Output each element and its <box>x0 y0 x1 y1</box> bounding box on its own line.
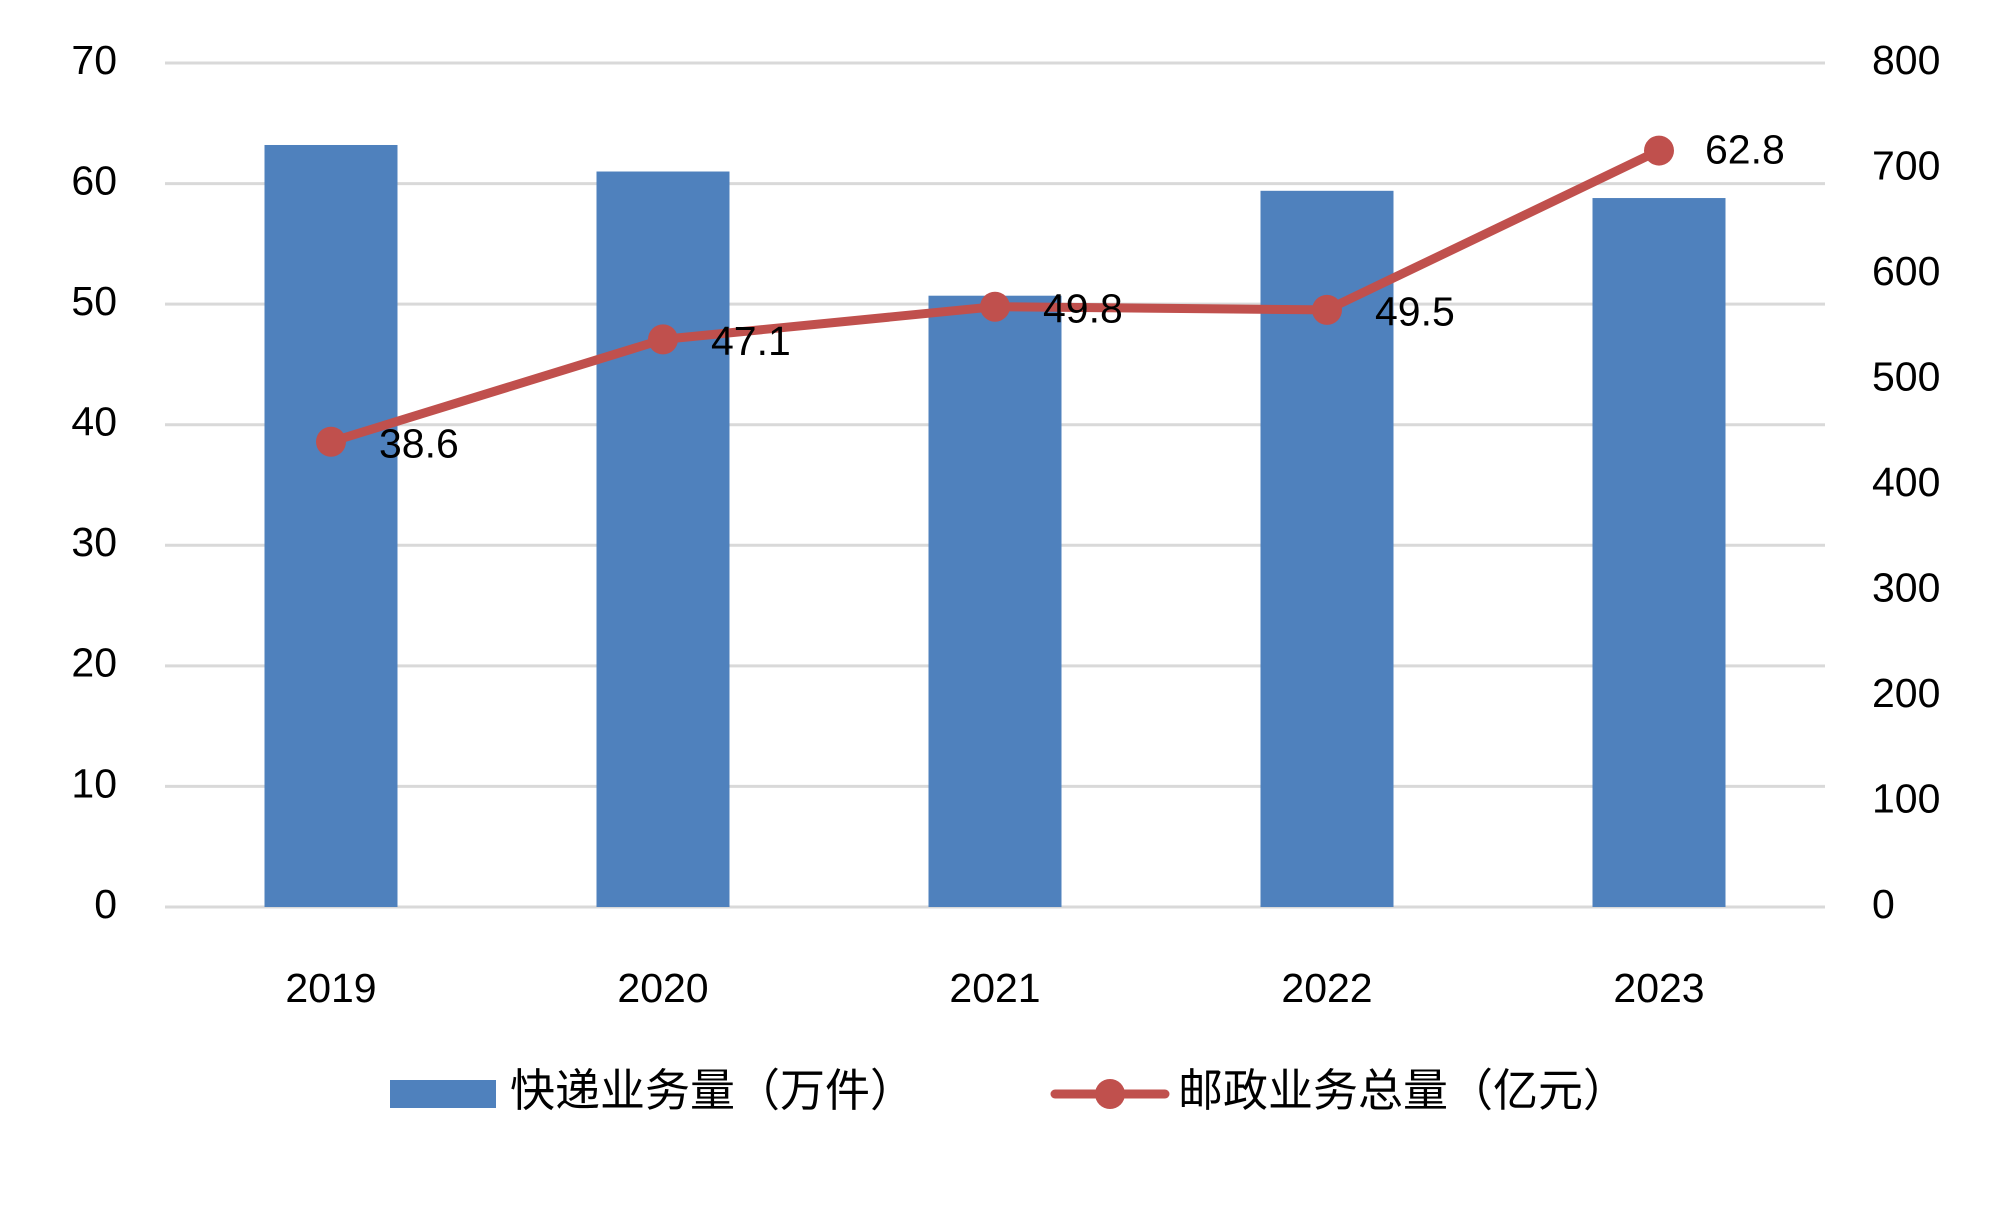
line-data-label: 47.1 <box>711 318 791 364</box>
left-axis-tick-label: 10 <box>71 760 117 806</box>
x-axis-tick-label: 2019 <box>285 965 376 1011</box>
right-axis-tick-label: 300 <box>1872 564 1940 610</box>
line-point-2020 <box>648 324 678 355</box>
x-axis-tick-label: 2021 <box>949 965 1040 1011</box>
right-axis-tick-label: 600 <box>1872 248 1940 294</box>
right-axis-tick-label: 800 <box>1872 37 1940 83</box>
left-axis-tick-label: 60 <box>71 157 117 203</box>
line-data-label: 62.8 <box>1705 126 1785 172</box>
left-axis-tick-label: 70 <box>71 37 117 83</box>
data-labels: 38.6 47.1 49.8 49.5 62.8 <box>379 126 1785 466</box>
left-axis-tick-label: 40 <box>71 399 117 445</box>
legend-swatch-bar <box>390 1080 496 1108</box>
left-axis-tick-label: 30 <box>71 519 117 565</box>
left-axis: 0 10 20 30 40 50 60 70 <box>71 37 117 927</box>
x-axis-tick-label: 2020 <box>617 965 708 1011</box>
bar-2021 <box>928 295 1062 907</box>
right-axis-tick-label: 100 <box>1872 775 1940 821</box>
legend-label-bar: 快递业务量（万件） <box>510 1064 915 1117</box>
left-axis-tick-label: 20 <box>71 640 117 686</box>
x-axis-tick-label: 2023 <box>1613 965 1704 1011</box>
right-axis-tick-label: 0 <box>1872 881 1895 927</box>
right-axis-tick-label: 700 <box>1872 142 1940 188</box>
legend-label-line: 邮政业务总量（亿元） <box>1178 1064 1628 1117</box>
line-point-2021 <box>980 291 1010 322</box>
line-data-label: 49.5 <box>1375 289 1455 335</box>
right-axis-tick-label: 400 <box>1872 459 1940 505</box>
line-point-2019 <box>316 426 346 457</box>
left-axis-tick-label: 0 <box>94 881 117 927</box>
x-axis-tick-label: 2022 <box>1281 965 1372 1011</box>
bar-2019 <box>264 144 398 907</box>
bar-2020 <box>596 171 730 907</box>
bar-series <box>264 144 1726 908</box>
x-axis: 2019 2020 2021 2022 2023 <box>285 965 1704 1011</box>
line-data-label: 38.6 <box>379 421 459 467</box>
line-series <box>316 135 1674 457</box>
right-axis-tick-label: 500 <box>1872 353 1940 399</box>
line-point-2023 <box>1644 135 1674 166</box>
line-point-2022 <box>1312 294 1342 325</box>
left-axis-tick-label: 50 <box>71 278 117 324</box>
legend-swatch-marker <box>1095 1079 1125 1109</box>
right-axis: 0 100 200 300 400 500 600 700 800 <box>1872 37 1940 927</box>
right-axis-tick-label: 200 <box>1872 670 1940 716</box>
line-data-label: 49.8 <box>1043 286 1123 332</box>
bar-2023 <box>1592 198 1726 908</box>
legend: 快递业务量（万件） 邮政业务总量（亿元） <box>390 1064 1628 1117</box>
